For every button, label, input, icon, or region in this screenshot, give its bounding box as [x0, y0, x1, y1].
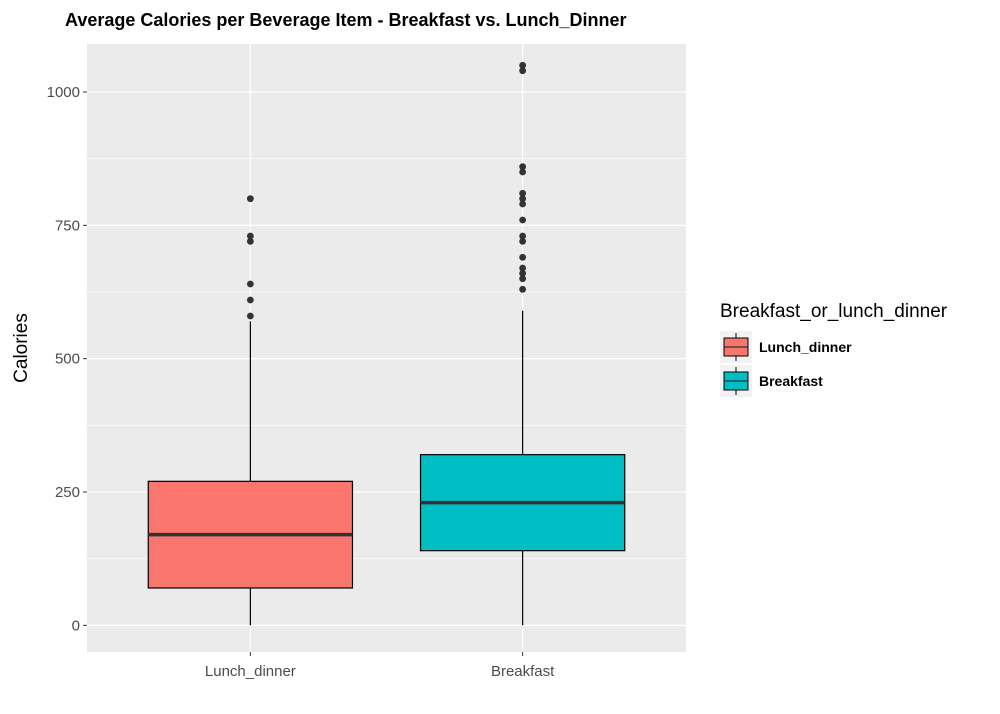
outlier-point	[519, 285, 527, 293]
outlier-point	[519, 253, 527, 261]
outlier-point	[519, 61, 527, 69]
outlier-point	[246, 296, 254, 304]
y-tick-label: 250	[55, 484, 80, 501]
outlier-point	[246, 237, 254, 245]
x-axis: Lunch_dinner Breakfast	[205, 652, 555, 680]
legend-item-lunch-dinner: Lunch_dinner	[720, 331, 852, 363]
outlier-point	[246, 195, 254, 203]
chart-title: Average Calories per Beverage Item - Bre…	[65, 10, 627, 30]
outlier-point	[519, 275, 527, 283]
outlier-point	[519, 67, 527, 75]
legend: Breakfast_or_lunch_dinner Lunch_dinner Br…	[720, 301, 948, 397]
outlier-point	[246, 232, 254, 240]
outlier-point	[519, 200, 527, 208]
legend-title: Breakfast_or_lunch_dinner	[720, 301, 948, 322]
y-tick-label: 500	[55, 351, 80, 368]
y-tick-label: 0	[72, 617, 80, 634]
outlier-point	[519, 237, 527, 245]
boxes	[147, 61, 626, 626]
box-lunch-dinner	[147, 195, 354, 626]
outlier-point	[519, 168, 527, 176]
y-tick-label: 1000	[47, 84, 80, 101]
outlier-point	[519, 269, 527, 277]
legend-label: Breakfast	[759, 373, 823, 389]
outlier-point	[519, 189, 527, 197]
outlier-point	[519, 216, 527, 224]
x-tick-label: Lunch_dinner	[205, 663, 296, 680]
legend-label: Lunch_dinner	[759, 339, 852, 355]
box-breakfast	[419, 61, 626, 626]
legend-item-breakfast: Breakfast	[720, 365, 823, 397]
outlier-point	[519, 163, 527, 171]
outlier-point	[519, 232, 527, 240]
outlier-point	[519, 195, 527, 203]
y-axis: 0 250 500 750 1000	[47, 84, 87, 634]
y-axis-title: Calories	[11, 313, 32, 383]
outlier-point	[246, 280, 254, 288]
x-tick-label: Breakfast	[491, 663, 555, 680]
outlier-point	[519, 264, 527, 272]
y-tick-label: 750	[55, 217, 80, 234]
outlier-point	[246, 312, 254, 320]
